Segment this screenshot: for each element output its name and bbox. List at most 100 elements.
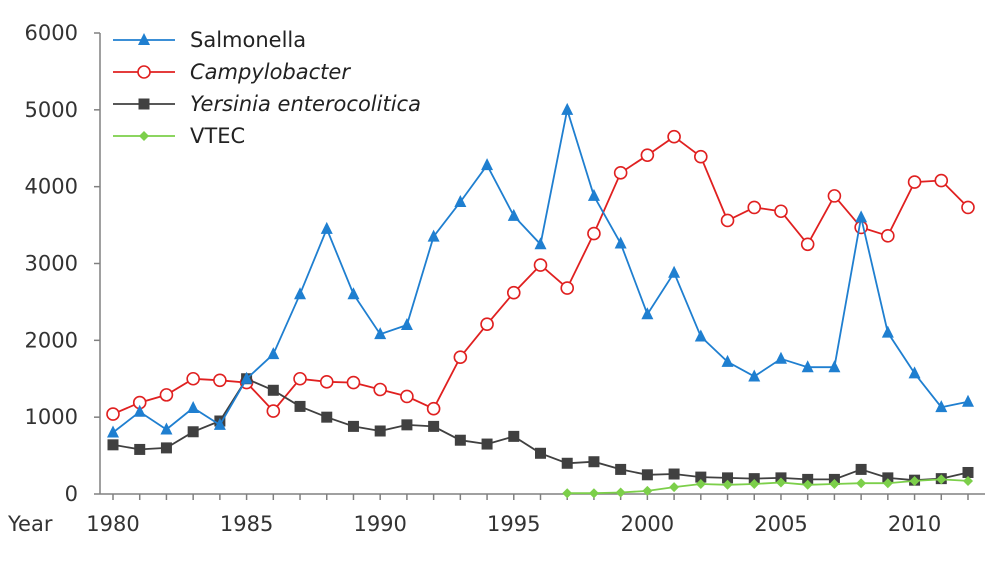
data-point — [588, 488, 599, 499]
data-point — [722, 472, 734, 484]
data-point — [134, 443, 146, 455]
legend-marker — [138, 33, 150, 45]
data-point — [240, 371, 253, 384]
x-tick-label: 1990 — [353, 512, 406, 536]
legend-marker — [137, 65, 151, 79]
data-point — [774, 204, 788, 219]
data-point — [694, 149, 708, 164]
data-point — [454, 195, 467, 208]
data-point — [615, 463, 627, 475]
data-point — [160, 422, 173, 435]
data-point — [748, 473, 760, 485]
data-point — [882, 478, 893, 489]
series-line — [112, 377, 969, 482]
legend-label: Salmonella — [190, 28, 306, 52]
data-point — [668, 468, 680, 480]
series-line — [112, 135, 969, 415]
y-tick-label: 2000 — [25, 328, 78, 352]
data-point — [749, 479, 760, 490]
data-point — [721, 354, 734, 367]
legend: Salmonella Campylobacter Yersinia enteroco… — [113, 28, 421, 148]
data-point — [401, 419, 413, 431]
data-point — [373, 382, 387, 397]
data-point — [936, 474, 947, 485]
data-point — [640, 148, 655, 162]
data-point — [722, 479, 733, 490]
x-tick-label: 1980 — [86, 512, 139, 536]
data-point — [294, 400, 306, 412]
data-point — [508, 430, 520, 442]
data-point — [908, 366, 921, 379]
data-point — [882, 472, 894, 484]
data-point — [614, 236, 627, 249]
data-point — [267, 347, 280, 360]
data-point — [507, 208, 520, 221]
data-point — [641, 307, 654, 320]
data-point — [694, 329, 707, 342]
x-tick-label: 2000 — [621, 512, 674, 536]
data-point — [426, 401, 441, 416]
data-point — [641, 469, 653, 481]
data-point — [347, 420, 359, 432]
data-point — [667, 129, 681, 144]
data-point — [374, 327, 387, 340]
data-point — [428, 420, 440, 432]
data-point — [962, 394, 974, 407]
data-point — [159, 388, 174, 402]
data-point — [587, 188, 600, 201]
data-point — [374, 425, 386, 437]
data-point — [935, 400, 948, 413]
data-point — [320, 221, 333, 234]
series-layer — [106, 102, 975, 499]
data-point — [427, 229, 440, 242]
data-point — [186, 371, 200, 386]
data-point — [187, 426, 199, 438]
data-point — [213, 373, 227, 388]
data-point — [802, 479, 813, 490]
data-point — [909, 475, 920, 486]
data-point — [187, 400, 200, 413]
data-point — [160, 442, 172, 454]
data-point — [720, 213, 735, 228]
series-salmonella — [107, 102, 974, 438]
data-point — [907, 175, 922, 189]
data-point — [855, 463, 867, 475]
y-tick-label: 0 — [65, 482, 78, 506]
data-point — [347, 287, 360, 300]
series-yersinia-enterocolitica — [107, 373, 974, 486]
data-point — [107, 439, 119, 451]
data-point — [881, 229, 895, 243]
data-point — [400, 389, 414, 404]
x-tick-label: 2010 — [888, 512, 941, 536]
data-point — [774, 351, 787, 364]
series-vtec — [562, 474, 973, 499]
data-point — [267, 384, 279, 396]
data-point — [962, 466, 974, 478]
data-point — [961, 200, 975, 215]
legend-label: VTEC — [190, 124, 245, 148]
data-point — [561, 102, 574, 115]
data-point — [266, 404, 281, 418]
data-point — [934, 173, 949, 188]
data-point — [801, 360, 814, 373]
data-point — [775, 477, 786, 488]
data-point — [613, 166, 628, 180]
data-point — [533, 258, 548, 272]
data-point — [454, 434, 466, 446]
y-tick-label: 6000 — [25, 21, 78, 45]
data-point — [802, 473, 814, 485]
data-point — [748, 369, 761, 382]
data-point — [107, 425, 119, 438]
data-point — [827, 189, 842, 203]
data-point — [481, 158, 494, 171]
legend-label: Campylobacter — [190, 60, 351, 84]
data-point — [481, 438, 493, 450]
data-point — [294, 287, 307, 300]
data-point — [747, 200, 762, 215]
data-point — [615, 487, 626, 498]
data-point — [480, 317, 494, 331]
axes — [94, 32, 985, 500]
data-point — [133, 404, 146, 417]
data-point — [695, 479, 706, 490]
